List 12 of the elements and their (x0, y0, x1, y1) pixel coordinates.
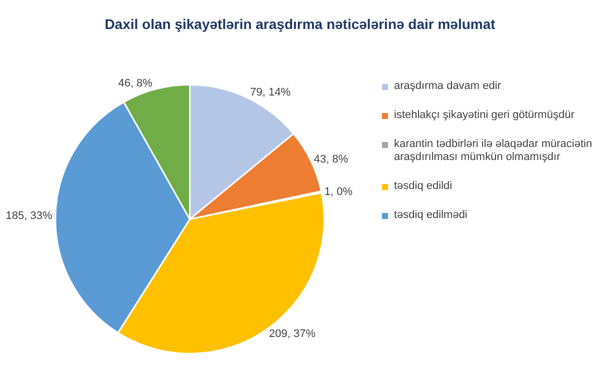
data-label: 43, 8% (314, 154, 348, 166)
data-label: 46, 8% (118, 78, 153, 90)
legend-label: təsdiq edilmədi (394, 209, 468, 222)
legend-label: araşdırma davam edir (394, 80, 501, 93)
data-label: 209, 37% (268, 328, 316, 340)
data-label: 79, 14% (250, 86, 291, 99)
chart-title: Daxil olan şikayətlərin araşdırma nəticələrinə dair məlumat (104, 16, 496, 32)
data-label: 185, 33% (6, 210, 52, 222)
data-label: 1, 0% (324, 186, 353, 198)
legend-label: karantin tədbirləri ilə əlaqədar müraciətin araşdırılması mümkün olmamışdır (394, 138, 594, 164)
legend-label: istehlakçı şikayətini geri götürmüşdür (394, 109, 574, 122)
legend-label: təsdiq edildi (394, 180, 452, 193)
